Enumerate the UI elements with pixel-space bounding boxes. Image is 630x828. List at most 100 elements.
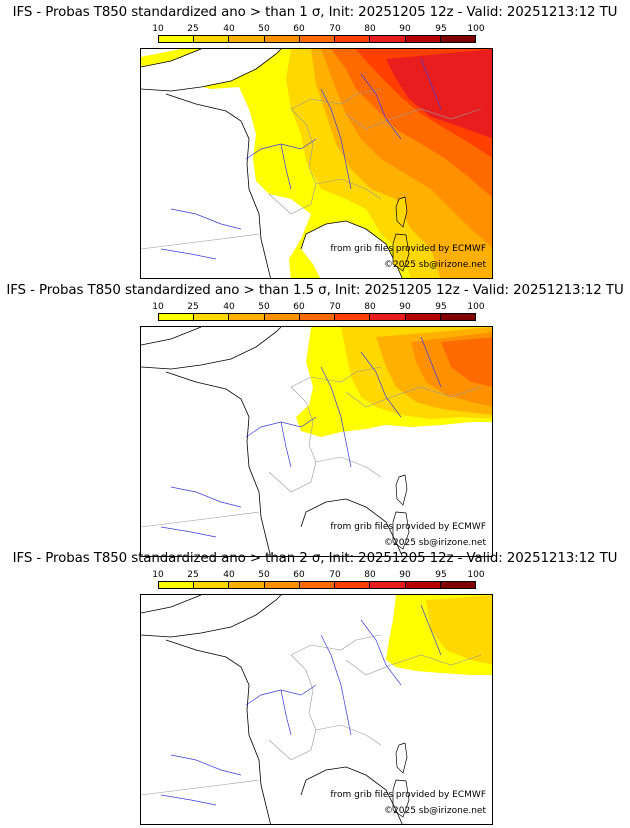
colorbar-tick: 50	[258, 570, 270, 580]
colorbar-swatches	[158, 35, 476, 43]
country-borders	[141, 366, 482, 528]
colorbar-tick-labels: 10 25 40 50 60 70 80 90 95 100	[152, 24, 484, 34]
copyright: ©2025 sb@irizone.net	[384, 260, 486, 270]
colorbar-swatch	[370, 582, 406, 588]
colorbar-tick: 80	[364, 24, 376, 34]
colorbar-tick: 40	[223, 24, 235, 34]
panel-1-5sigma: IFS - Probas T850 standardized ano > tha…	[0, 278, 630, 557]
colorbar-tick: 90	[399, 302, 411, 312]
map-graphic	[141, 49, 492, 278]
colorbar-swatch	[370, 36, 406, 42]
colorbar-tick: 80	[364, 302, 376, 312]
colorbar-swatch	[159, 314, 195, 320]
probability-map: from grib files provided by ECMWF ©2025 …	[140, 326, 493, 557]
colorbar-swatch	[264, 582, 300, 588]
sardinia	[392, 779, 410, 818]
prob-area-80	[386, 49, 492, 139]
probability-map: from grib files provided by ECMWF ©2025 …	[140, 594, 493, 825]
colorbar-tick: 100	[467, 302, 485, 312]
sea-atlantic	[141, 94, 271, 278]
colorbar-tick: 70	[329, 302, 341, 312]
colorbar-tick: 100	[467, 24, 485, 34]
colorbar-swatch	[299, 314, 336, 320]
colorbar-swatch	[194, 314, 230, 320]
colorbar-tick: 60	[293, 302, 305, 312]
panel-title: IFS - Probas T850 standardized ano > tha…	[6, 283, 624, 298]
colorbar: 10 25 40 50 60 70 80 90 95 100	[152, 570, 485, 590]
colorbar-swatch	[299, 36, 336, 42]
colorbar-tick: 40	[223, 302, 235, 312]
probability-map: from grib files provided by ECMWF ©2025 …	[140, 48, 493, 279]
map-graphic	[141, 327, 492, 556]
colorbar-tick: 60	[293, 570, 305, 580]
panel-title: IFS - Probas T850 standardized ano > tha…	[12, 551, 618, 566]
colorbar-tick: 50	[258, 24, 270, 34]
copyright: ©2025 sb@irizone.net	[384, 806, 486, 816]
colorbar-swatch	[405, 314, 441, 320]
colorbar-swatch	[335, 36, 371, 42]
colorbar-swatch	[335, 582, 371, 588]
colorbar-swatch	[194, 582, 230, 588]
colorbar-swatch	[229, 36, 265, 42]
colorbar-tick: 10	[152, 24, 164, 34]
country-borders	[141, 634, 482, 796]
source-note: from grib files provided by ECMWF	[330, 244, 486, 254]
colorbar-tick-labels: 10 25 40 50 60 70 80 90 95 100	[152, 570, 484, 580]
coastline	[141, 595, 403, 824]
colorbar: 10 25 40 50 60 70 80 90 95 100	[152, 302, 485, 322]
colorbar-swatch	[335, 314, 371, 320]
coastline	[141, 327, 403, 556]
rivers	[160, 58, 442, 260]
colorbar-swatch	[264, 36, 300, 42]
panel-1sigma: IFS - Probas T850 standardized ano > tha…	[0, 0, 630, 279]
source-note: from grib files provided by ECMWF	[330, 522, 486, 532]
colorbar-swatch	[405, 36, 441, 42]
colorbar-tick: 80	[364, 570, 376, 580]
colorbar-tick: 40	[223, 570, 235, 580]
prob-area-25	[426, 595, 492, 665]
colorbar-tick: 95	[435, 302, 447, 312]
colorbar-swatch	[440, 314, 475, 320]
panel-2sigma: IFS - Probas T850 standardized ano > tha…	[0, 546, 630, 825]
coastline	[141, 49, 403, 278]
colorbar-swatch	[370, 314, 406, 320]
sardinia	[392, 233, 410, 272]
colorbar-tick: 60	[293, 24, 305, 34]
colorbar-tick: 95	[435, 570, 447, 580]
colorbar-tick: 90	[399, 24, 411, 34]
colorbar-tick-labels: 10 25 40 50 60 70 80 90 95 100	[152, 302, 484, 312]
colorbar-swatch	[159, 36, 195, 42]
colorbar-tick: 50	[258, 302, 270, 312]
rivers	[160, 604, 442, 806]
corsica	[395, 742, 408, 774]
colorbar-swatch	[405, 582, 441, 588]
sea-mediterranean	[301, 221, 403, 278]
colorbar-swatches	[158, 313, 476, 321]
colorbar-swatch	[229, 314, 265, 320]
colorbar-tick: 10	[152, 302, 164, 312]
copyright: ©2025 sb@irizone.net	[384, 538, 486, 548]
corsica	[395, 196, 408, 228]
colorbar-swatches	[158, 581, 476, 589]
colorbar-tick: 25	[187, 570, 199, 580]
colorbar-swatch	[299, 582, 336, 588]
colorbar-tick: 25	[187, 302, 199, 312]
colorbar-swatch	[159, 582, 195, 588]
sea-channel	[141, 49, 281, 91]
colorbar-swatch	[229, 582, 265, 588]
colorbar-tick: 70	[329, 570, 341, 580]
colorbar-tick: 90	[399, 570, 411, 580]
colorbar-tick: 25	[187, 24, 199, 34]
source-note: from grib files provided by ECMWF	[330, 790, 486, 800]
colorbar-swatch	[264, 314, 300, 320]
sardinia	[392, 511, 410, 550]
panel-title: IFS - Probas T850 standardized ano > tha…	[12, 5, 618, 20]
colorbar-tick: 95	[435, 24, 447, 34]
colorbar-swatch	[440, 36, 475, 42]
colorbar-tick: 70	[329, 24, 341, 34]
rivers	[160, 336, 442, 538]
corsica	[395, 474, 408, 506]
colorbar: 10 25 40 50 60 70 80 90 95 100	[152, 24, 485, 44]
map-graphic	[141, 595, 492, 824]
colorbar-tick: 10	[152, 570, 164, 580]
